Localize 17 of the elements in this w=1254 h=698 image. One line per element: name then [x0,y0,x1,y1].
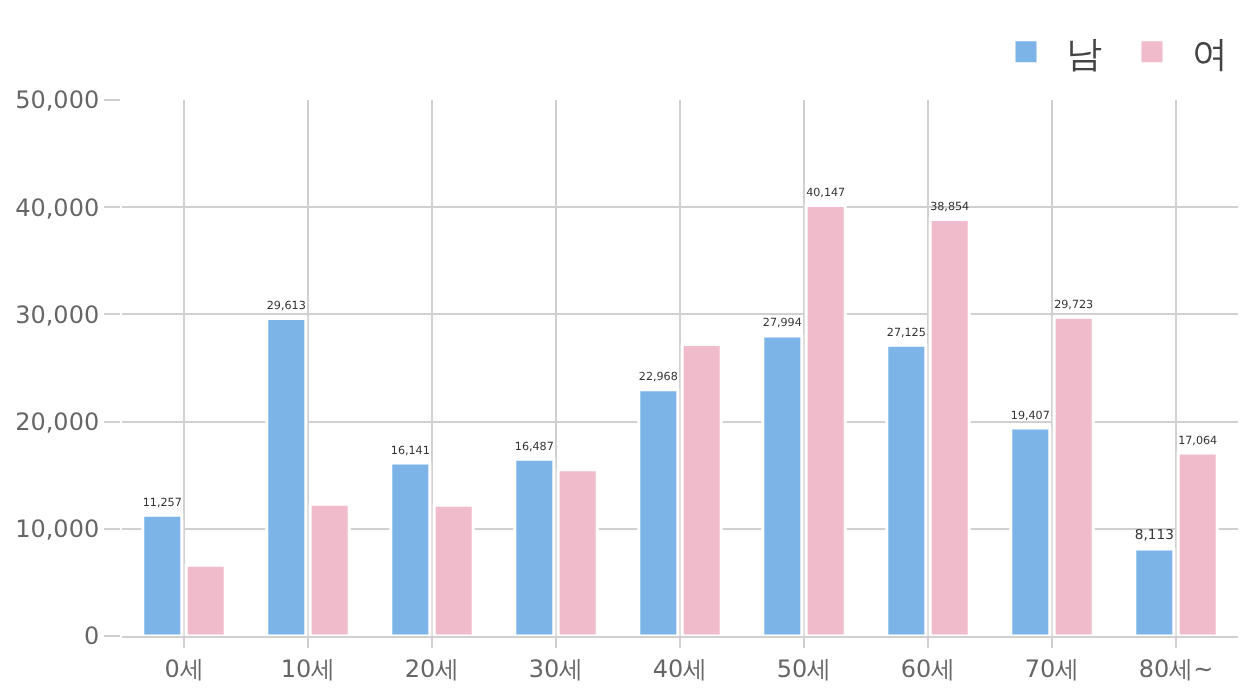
x-tick-label: 50세 [776,654,832,683]
x-tick-label: 0세 [164,654,204,683]
x-tick-label: 10세 [280,654,336,683]
x-tick-label: 70세 [1024,654,1080,683]
y-tick-label: 30,000 [15,300,100,329]
x-tick-label: 80세~ [1138,654,1214,683]
x-tick-label: 60세 [900,654,956,683]
y-tick-label: 40,000 [15,193,100,222]
x-tick-label: 40세 [652,654,708,683]
legend-label: 여 [1192,33,1228,76]
y-tick-label: 10,000 [15,515,100,544]
x-tick-label: 20세 [404,654,460,683]
y-tick-label: 0 [83,622,100,651]
legend-label: 남 [1066,33,1102,76]
y-tick-label: 50,000 [15,86,100,115]
x-tick-label: 30세 [528,654,584,683]
y-tick-label: 20,000 [15,408,100,436]
